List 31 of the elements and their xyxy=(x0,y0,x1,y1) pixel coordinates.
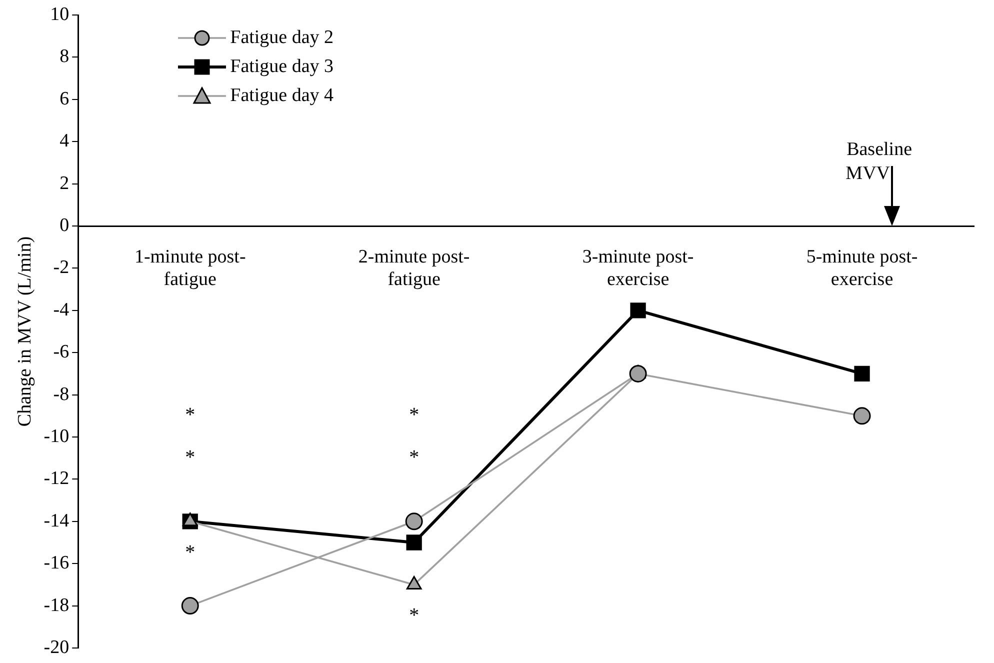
y-tick-label: -20 xyxy=(44,636,70,658)
y-tick-label: -8 xyxy=(53,384,70,405)
legend-label: Fatigue day 2 xyxy=(230,26,334,48)
legend-label: Fatigue day 3 xyxy=(230,56,334,78)
x-tick-label: 1-minute post-fatigue xyxy=(134,246,246,290)
y-tick-label: 4 xyxy=(60,130,70,152)
y-tick-label: -6 xyxy=(53,342,70,363)
y-tick-label: 6 xyxy=(60,88,70,110)
y-tick-label: 0 xyxy=(60,214,70,236)
annotation: Baseline MVV xyxy=(846,138,912,184)
annotation: * xyxy=(185,446,196,468)
x-tick-label: 3-minute post-exercise xyxy=(582,246,694,290)
annotation: * xyxy=(185,404,196,426)
x-tick-label: 5-minute post-exercise xyxy=(806,246,918,290)
y-tick-label: -12 xyxy=(44,468,70,490)
y-tick-label: 10 xyxy=(50,4,70,25)
y-tick-label: -4 xyxy=(53,299,70,320)
annotation: * xyxy=(409,404,420,426)
y-tick-label: 2 xyxy=(60,172,70,194)
annotation: * xyxy=(185,541,196,564)
annotation: * xyxy=(409,604,420,627)
y-tick-label: -2 xyxy=(53,257,70,278)
y-tick-label: -10 xyxy=(44,426,70,447)
annotation: * xyxy=(409,446,420,468)
legend-label: Fatigue day 4 xyxy=(230,84,334,106)
x-tick-label: 2-minute post-fatigue xyxy=(358,246,470,290)
y-tick-label: -18 xyxy=(44,594,70,616)
y-tick-label: 8 xyxy=(60,46,70,68)
y-tick-label: -14 xyxy=(44,510,70,532)
y-axis-title: Change in MVV (L/min) xyxy=(14,236,36,427)
y-tick-label: -16 xyxy=(44,552,70,574)
